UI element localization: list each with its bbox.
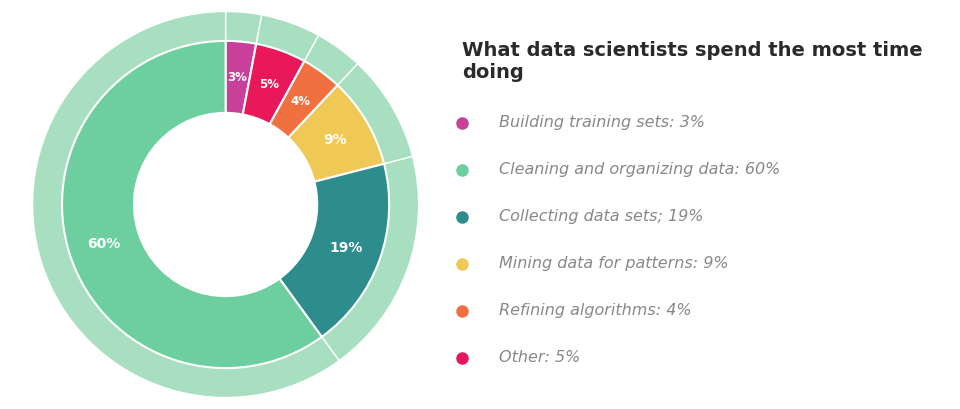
Text: Mining data for patterns: 9%: Mining data for patterns: 9%	[498, 256, 729, 271]
Text: Other: 5%: Other: 5%	[498, 351, 580, 365]
Wedge shape	[245, 15, 319, 114]
Text: Cleaning and organizing data: 60%: Cleaning and organizing data: 60%	[498, 162, 780, 177]
Text: Collecting data sets; 19%: Collecting data sets; 19%	[498, 209, 703, 224]
Wedge shape	[226, 41, 256, 115]
Text: 60%: 60%	[87, 237, 121, 251]
Text: Refining algorithms: 4%: Refining algorithms: 4%	[498, 303, 691, 318]
Wedge shape	[62, 41, 322, 368]
Text: What data scientists spend the most time doing: What data scientists spend the most time…	[463, 41, 923, 82]
Text: 19%: 19%	[329, 241, 362, 255]
Wedge shape	[276, 35, 358, 129]
Wedge shape	[286, 157, 419, 361]
Text: 3%: 3%	[228, 71, 248, 84]
Text: 5%: 5%	[259, 78, 278, 91]
Wedge shape	[270, 61, 338, 138]
Text: Building training sets: 3%: Building training sets: 3%	[498, 115, 705, 130]
Wedge shape	[296, 64, 413, 179]
Wedge shape	[243, 44, 304, 124]
Text: 9%: 9%	[324, 133, 348, 146]
Wedge shape	[279, 164, 389, 337]
Wedge shape	[33, 11, 339, 398]
Wedge shape	[226, 11, 262, 103]
Text: 4%: 4%	[291, 95, 311, 108]
Wedge shape	[288, 85, 384, 182]
